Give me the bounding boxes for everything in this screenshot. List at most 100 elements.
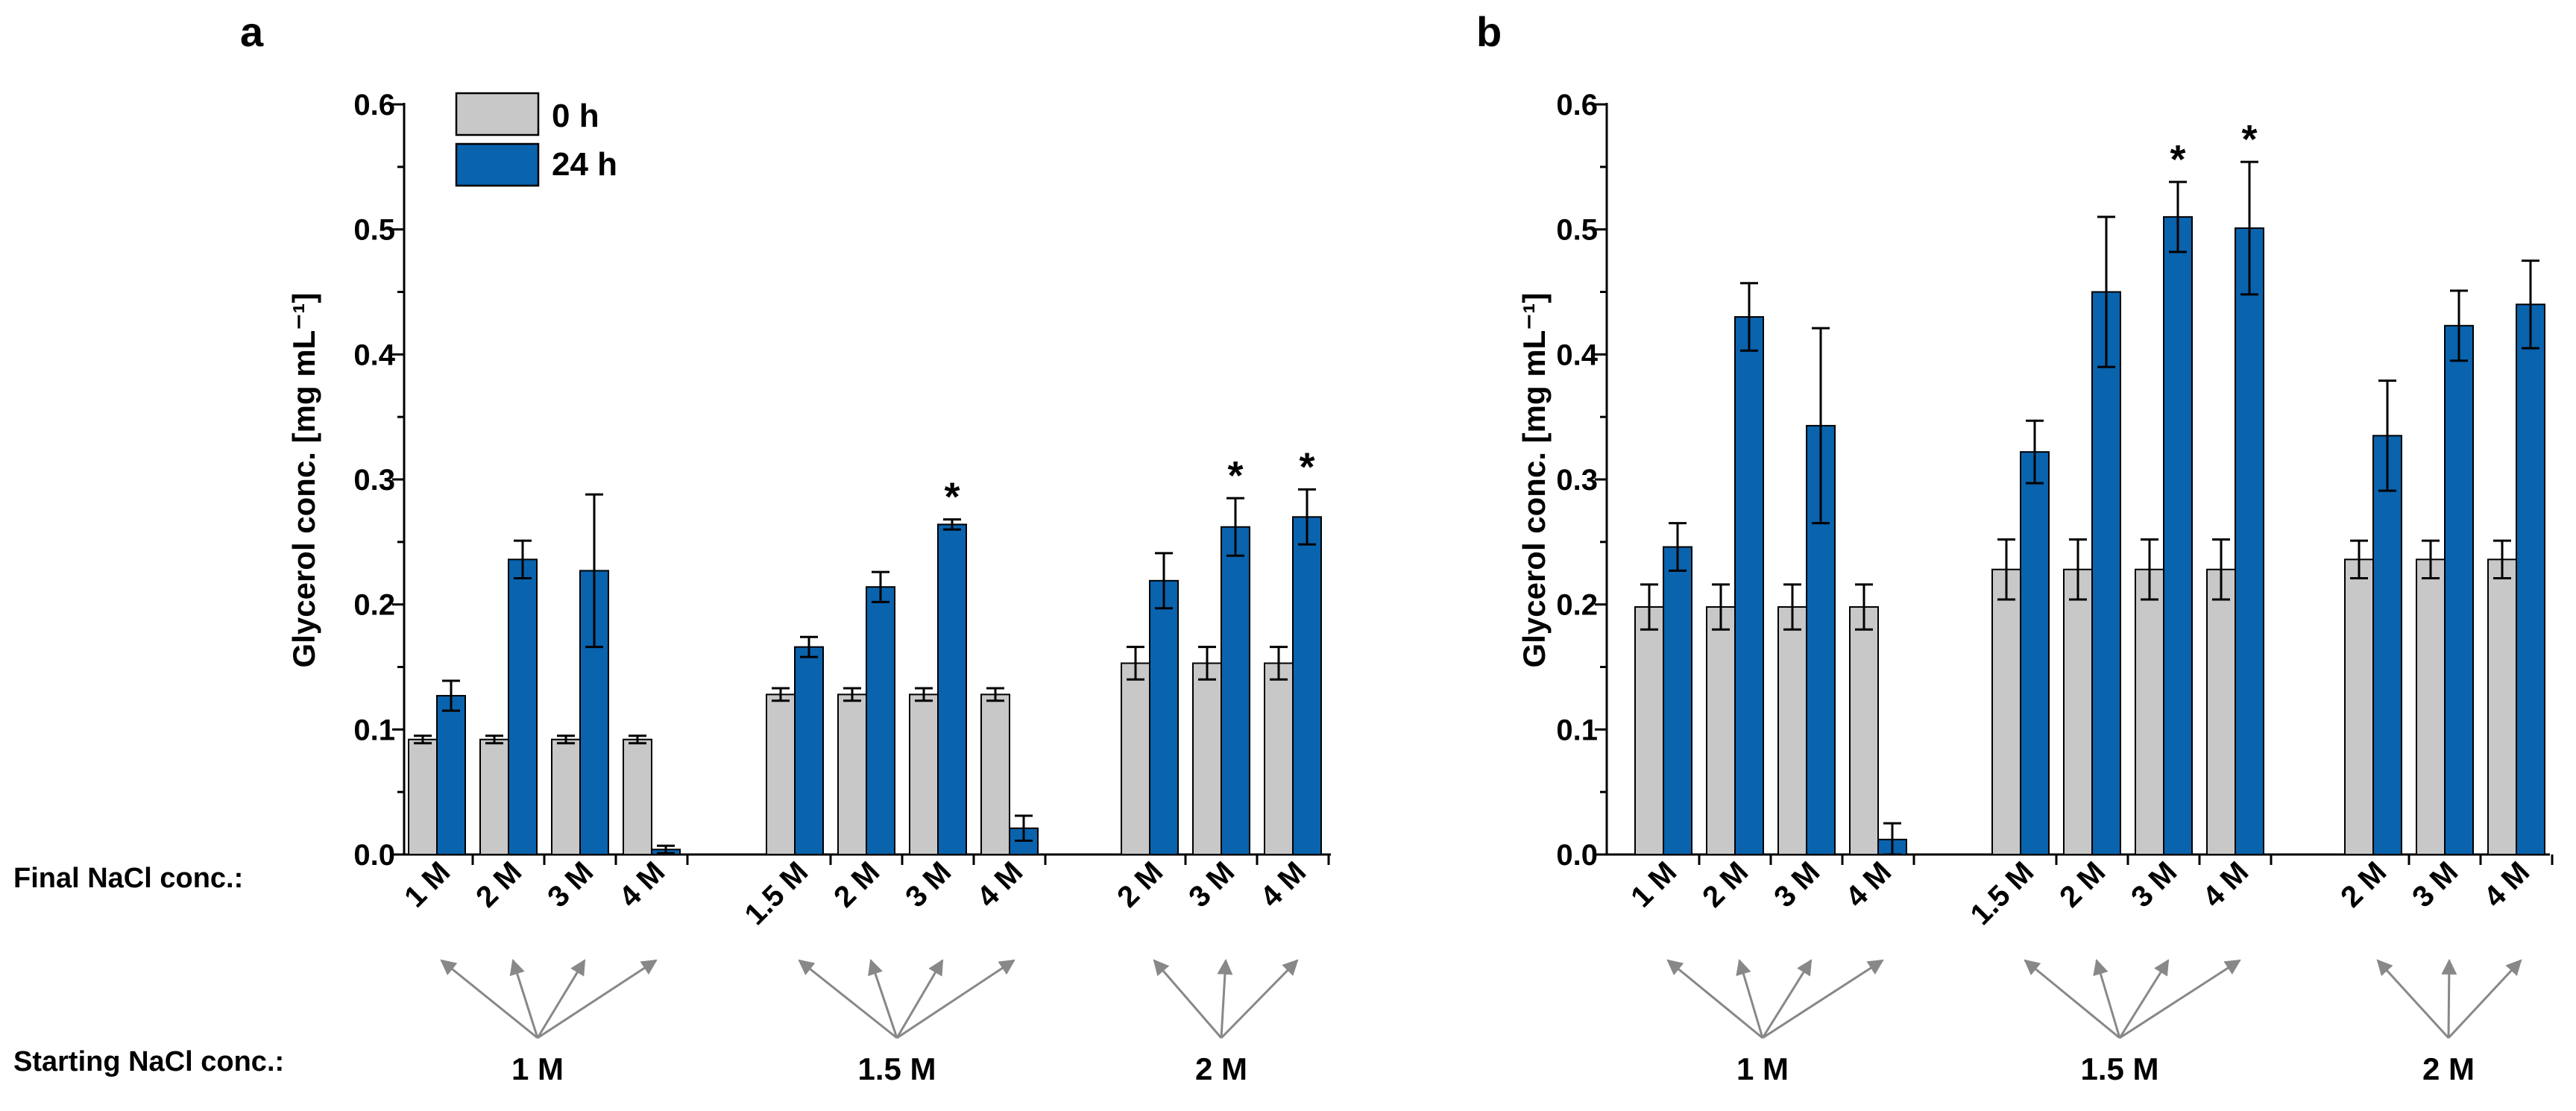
panel-b-final-conc-label: 3 M [1768, 855, 1826, 913]
panel-b-bar-0h [1849, 606, 1879, 856]
panel-a-bar-24h [508, 558, 538, 855]
panel-a-y-tick-label: 0.3 [353, 464, 395, 497]
panel-a-conc-arrow [440, 959, 538, 1039]
panel-a-conc-arrow [896, 959, 1015, 1039]
panel-a-starting-conc-label: 1.5 M [857, 1051, 936, 1086]
panel-b-final-conc-label: 2 M [1696, 855, 1754, 913]
panel-b-conc-arrow [1666, 959, 1763, 1039]
panel-b-bar-0h [2206, 568, 2236, 855]
panel-a-bar-24h [436, 695, 466, 856]
panel-a-final-conc-label: 3 M [899, 855, 957, 913]
panel-b-final-conc-label: 2 M [2053, 855, 2111, 913]
panel-b-bar-24h [2020, 451, 2050, 855]
panel-b-bar-24h [2163, 215, 2193, 855]
panel-a-bar-0h [479, 738, 509, 855]
panel-a-bar-0h [1264, 662, 1294, 855]
panel-a-significance-star: * [944, 475, 960, 520]
panel-a-final-conc-label: 4 M [971, 855, 1029, 913]
panel-b-y-tick-label: 0.2 [1556, 589, 1598, 622]
panel-b-letter: b [1476, 8, 1502, 55]
panel-b-y-tick-label: 0.3 [1556, 464, 1598, 497]
panel-a-conc-arrow [509, 958, 539, 1039]
panel-a-conc-arrow [537, 959, 658, 1039]
panel-b-conc-arrow [1761, 959, 1813, 1039]
panel-b-y-tick-label: 0.4 [1556, 339, 1598, 371]
legend-label-24h: 24 h [552, 146, 617, 183]
panel-b-final-conc-label: 1.5 M [1965, 855, 2041, 931]
panel-b-final-conc-label: 4 M [1839, 855, 1898, 913]
panel-a: a Glycerol conc. [mg mL⁻¹] 0 h 24 h 0.0 0… [240, 8, 1331, 1086]
panel-a-bar-24h [937, 523, 967, 855]
panel-b: b Glycerol conc. [mg mL⁻¹] 0.0 0.1 0.2 0.3 0… [1476, 8, 2554, 1086]
panel-a-bar-0h [837, 693, 867, 855]
panel-a-y-tick-label: 0.6 [353, 89, 395, 122]
panel-b-y-axis-label: Glycerol conc. [mg mL⁻¹] [1517, 293, 1552, 668]
panel-a-final-conc-label: 1 M [398, 855, 456, 913]
panel-b-significance-star: * [2241, 117, 2257, 162]
panel-a-final-conc-label: 3 M [541, 855, 599, 913]
panel-a-bar-24h [794, 646, 824, 855]
legend-swatch-0h [455, 92, 540, 136]
panel-b-bar-0h [1777, 606, 1807, 856]
panel-a-bar-0h [909, 693, 939, 855]
panel-b-bar-0h [2416, 558, 2446, 855]
panel-a-bar-0h [1121, 662, 1150, 855]
panel-a-y-tick-label: 0.2 [353, 589, 395, 622]
panel-b-final-conc-label: 1 M [1625, 855, 1683, 913]
panel-b-bar-0h [2135, 568, 2164, 855]
panel-a-bar-0h [766, 693, 796, 855]
panel-b-bar-0h [2344, 558, 2374, 855]
panel-a-conc-arrow [1217, 958, 1233, 1039]
panel-a-bar-24h [1221, 526, 1250, 855]
panel-b-bar-0h [1634, 606, 1664, 856]
panel-b-significance-star: * [2170, 137, 2185, 182]
panel-b-conc-arrow [1736, 958, 1764, 1039]
panel-b-starting-conc-label: 1 M [1736, 1051, 1789, 1086]
panel-a-y-tick-label: 0.0 [353, 839, 395, 872]
panel-a-conc-arrow [798, 959, 898, 1039]
panel-b-conc-arrow [2376, 959, 2450, 1039]
panel-b-bar-24h [1663, 546, 1692, 855]
panel-b-bar-0h [2487, 558, 2517, 855]
panel-a-bar-0h [1192, 662, 1222, 855]
panel-a-final-conc-label: 2 M [470, 855, 528, 913]
panel-b-conc-arrow [1762, 959, 1884, 1039]
row-label-final: Final NaCl conc.: [13, 863, 243, 894]
panel-b-bar-0h [1706, 606, 1736, 856]
panel-b-bar-24h [2516, 303, 2545, 855]
panel-a-significance-star: * [1299, 444, 1314, 489]
panel-a-conc-arrow [895, 959, 944, 1039]
panel-b-y-tick-label: 0.6 [1556, 89, 1598, 122]
panel-a-final-conc-label: 3 M [1182, 855, 1241, 913]
panel-b-conc-arrow [2093, 958, 2121, 1039]
panel-a-y-tick-label: 0.1 [353, 714, 395, 746]
panel-a-conc-arrow [1153, 959, 1223, 1039]
panel-a-final-conc-label: 4 M [1254, 855, 1312, 913]
panel-b-y-tick-label: 0.5 [1556, 214, 1598, 247]
panel-a-starting-conc-label: 2 M [1195, 1051, 1247, 1086]
panel-a-y-tick-label: 0.5 [353, 214, 395, 247]
panel-b-bar-24h [2091, 291, 2121, 855]
panel-b-final-conc-label: 4 M [2196, 855, 2255, 913]
panel-b-final-conc-label: 3 M [2125, 855, 2183, 913]
panel-a-conc-arrow [868, 959, 898, 1039]
panel-b-bar-24h [2372, 435, 2402, 855]
panel-a-conc-arrow [536, 959, 586, 1039]
panel-b-bar-24h [1734, 316, 1764, 855]
panel-b-conc-arrow [2118, 959, 2170, 1039]
legend-swatch-24h [455, 142, 540, 187]
panel-a-conc-arrow [1220, 959, 1299, 1039]
panel-a-legend: 0 h 24 h [455, 92, 617, 187]
panel-b-bar-0h [1991, 568, 2021, 855]
panel-a-bar-0h [623, 738, 652, 855]
panel-b-starting-conc-label: 2 M [2422, 1051, 2475, 1086]
panel-a-y-axis-label: Glycerol conc. [mg mL⁻¹] [286, 293, 321, 668]
panel-a-bar-24h [1149, 579, 1179, 855]
panel-b-conc-arrow [2024, 959, 2120, 1039]
panel-b-y-tick-label: 0.0 [1556, 839, 1598, 872]
panel-a-y-tick-label: 0.4 [353, 339, 395, 371]
panel-a-bar-0h [551, 738, 581, 855]
panel-b-final-conc-label: 4 M [2478, 855, 2536, 913]
